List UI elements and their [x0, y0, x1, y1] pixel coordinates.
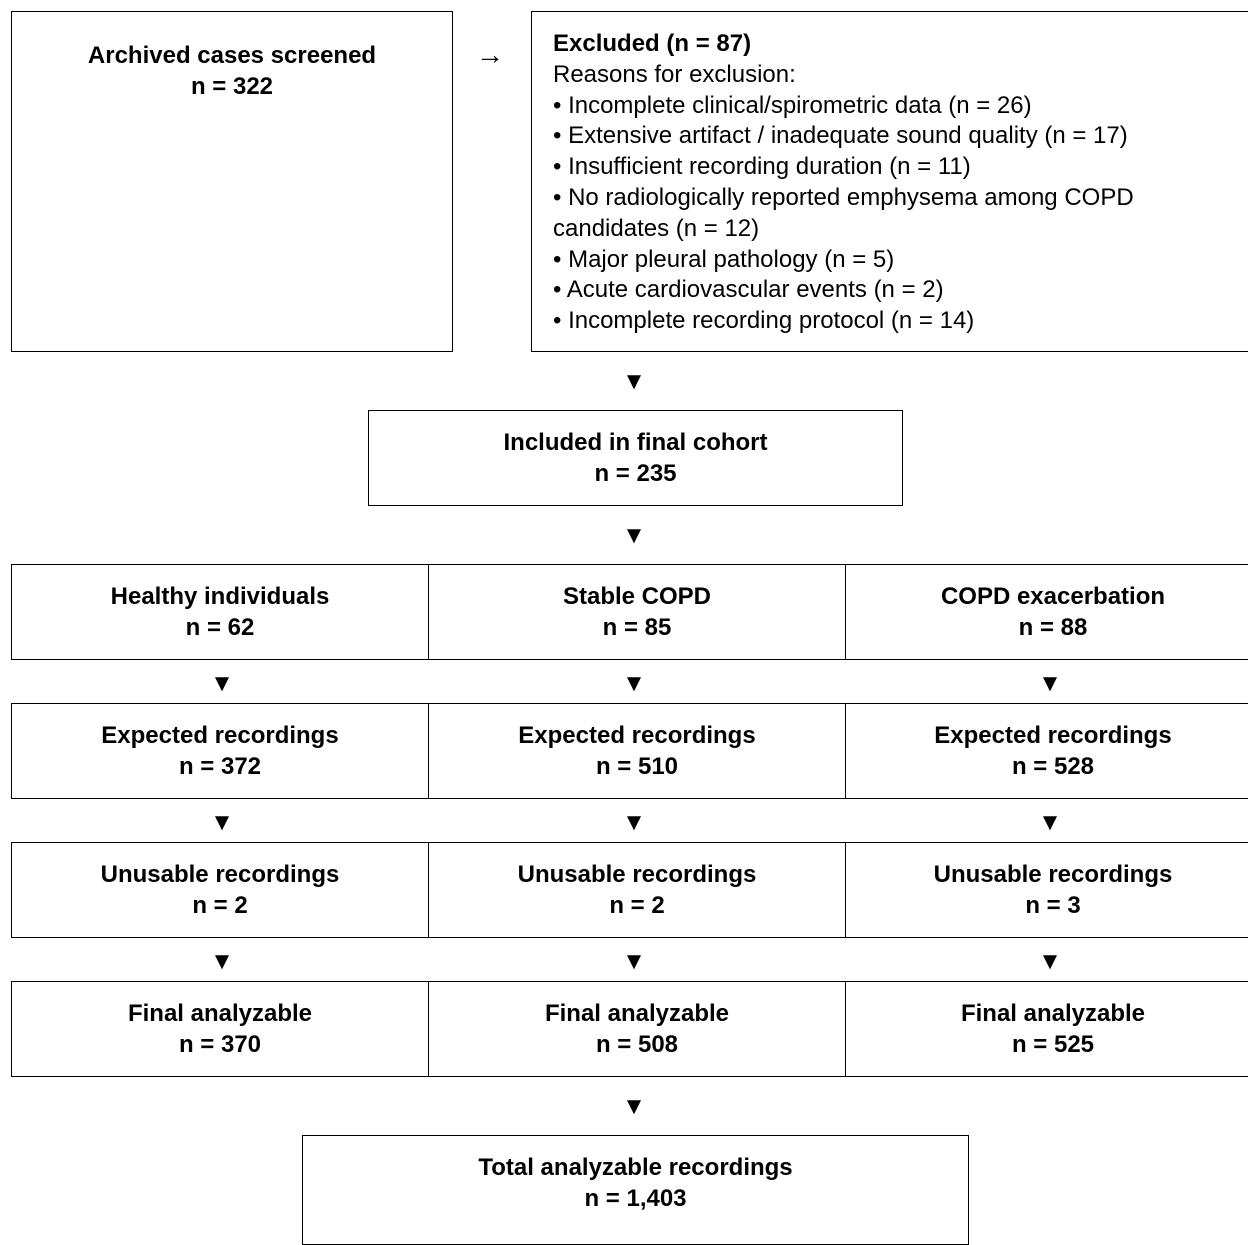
- exclusion-reason: • Extensive artifact / inadequate sound …: [553, 122, 1128, 150]
- screened-title: Archived cases screened: [87, 42, 377, 69]
- final-cell: Final analyzable n = 525: [846, 982, 1248, 1076]
- screened-box: Archived cases screened n = 322: [11, 11, 453, 352]
- group-title: Healthy individuals: [110, 583, 330, 610]
- final-count: n = 525: [1011, 1031, 1095, 1058]
- unusable-count: n = 2: [609, 892, 665, 919]
- expected-title: Expected recordings: [518, 722, 756, 749]
- final-title: Final analyzable: [127, 1000, 313, 1027]
- exclusion-reason: • Major pleural pathology (n = 5): [553, 245, 895, 273]
- expected-cell: Expected recordings n = 510: [429, 704, 846, 798]
- total-count: n = 1,403: [584, 1185, 687, 1212]
- down-arrow: ▼: [622, 809, 646, 836]
- group-cell-healthy: Healthy individuals n = 62: [12, 565, 429, 659]
- excluded-title: Excluded (n = 87): [553, 30, 752, 57]
- unusable-title: Unusable recordings: [100, 861, 340, 888]
- final-row: Final analyzable n = 370 Final analyzabl…: [11, 981, 1248, 1077]
- group-count: n = 88: [1018, 614, 1088, 641]
- expected-title: Expected recordings: [101, 722, 339, 749]
- unusable-title: Unusable recordings: [933, 861, 1173, 888]
- unusable-title: Unusable recordings: [517, 861, 757, 888]
- down-arrow: ▼: [1038, 670, 1062, 697]
- final-title: Final analyzable: [960, 1000, 1146, 1027]
- down-arrow: ▼: [622, 1093, 646, 1120]
- expected-cell: Expected recordings n = 372: [12, 704, 429, 798]
- unusable-row: Unusable recordings n = 2 Unusable recor…: [11, 842, 1248, 938]
- unusable-count: n = 3: [1025, 892, 1081, 919]
- exclusion-reason: • Acute cardiovascular events (n = 2): [553, 276, 944, 304]
- down-arrow: ▼: [210, 809, 234, 836]
- down-arrow: ▼: [210, 948, 234, 975]
- unusable-cell: Unusable recordings n = 2: [429, 843, 846, 937]
- screened-count: n = 322: [190, 73, 274, 100]
- final-title: Final analyzable: [544, 1000, 730, 1027]
- expected-cell: Expected recordings n = 528: [846, 704, 1248, 798]
- final-count: n = 370: [178, 1031, 262, 1058]
- unusable-cell: Unusable recordings n = 2: [12, 843, 429, 937]
- unusable-count: n = 2: [192, 892, 248, 919]
- final-cell: Final analyzable n = 370: [12, 982, 429, 1076]
- down-arrow: ▼: [1038, 948, 1062, 975]
- group-count: n = 85: [602, 614, 672, 641]
- group-cell-copd-exacerbation: COPD exacerbation n = 88: [846, 565, 1248, 659]
- total-title: Total analyzable recordings: [478, 1154, 793, 1181]
- final-count: n = 508: [595, 1031, 679, 1058]
- groups-row: Healthy individuals n = 62 Stable COPD n…: [11, 564, 1248, 660]
- down-arrow: ▼: [210, 670, 234, 697]
- group-count: n = 62: [185, 614, 255, 641]
- excluded-box: Excluded (n = 87) Reasons for exclusion:…: [531, 11, 1248, 352]
- exclusion-reason: • Incomplete recording protocol (n = 14): [553, 307, 975, 335]
- right-arrow: →: [476, 39, 504, 70]
- total-box: Total analyzable recordings n = 1,403: [302, 1135, 969, 1245]
- cohort-count: n = 235: [594, 460, 677, 487]
- exclusion-reason: • No radiologically reported emphysema a…: [553, 183, 1134, 242]
- exclusion-reason: • Insufficient recording duration (n = 1…: [553, 153, 971, 181]
- expected-title: Expected recordings: [934, 722, 1172, 749]
- down-arrow: ▼: [622, 670, 646, 697]
- group-title: COPD exacerbation: [940, 583, 1166, 610]
- down-arrow: ▼: [622, 368, 646, 395]
- expected-count: n = 510: [595, 753, 679, 780]
- final-cell: Final analyzable n = 508: [429, 982, 846, 1076]
- group-cell-stable-copd: Stable COPD n = 85: [429, 565, 846, 659]
- expected-count: n = 528: [1011, 753, 1095, 780]
- expected-count: n = 372: [178, 753, 262, 780]
- down-arrow: ▼: [622, 522, 646, 549]
- cohort-box: Included in final cohort n = 235: [368, 410, 903, 506]
- down-arrow: ▼: [622, 948, 646, 975]
- down-arrow: ▼: [1038, 809, 1062, 836]
- expected-row: Expected recordings n = 372 Expected rec…: [11, 703, 1248, 799]
- cohort-title: Included in final cohort: [503, 429, 768, 456]
- excluded-subtitle: Reasons for exclusion:: [553, 60, 796, 88]
- exclusion-reason: • Incomplete clinical/spirometric data (…: [553, 91, 1032, 119]
- unusable-cell: Unusable recordings n = 3: [846, 843, 1248, 937]
- group-title: Stable COPD: [562, 583, 712, 610]
